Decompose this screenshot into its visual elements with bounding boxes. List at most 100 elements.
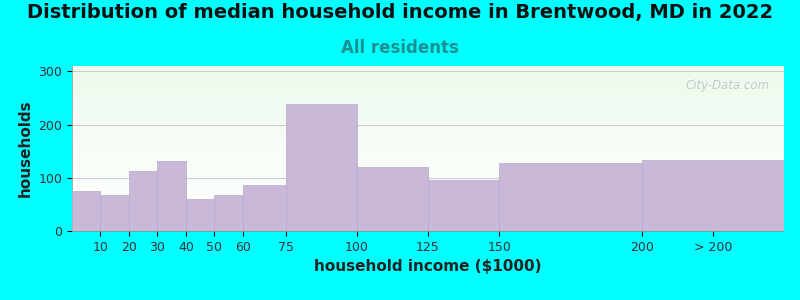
Bar [72, 173, 784, 175]
Bar [499, 163, 642, 231]
Bar [286, 104, 357, 231]
Bar [72, 147, 784, 148]
Bar [72, 155, 784, 157]
Bar [72, 66, 784, 68]
Bar [72, 165, 784, 167]
Bar [72, 130, 784, 132]
Bar [72, 154, 784, 155]
Y-axis label: households: households [18, 100, 33, 197]
Bar [72, 120, 784, 122]
Bar [72, 176, 784, 178]
Bar [72, 170, 784, 172]
Bar [72, 195, 784, 196]
Bar [72, 101, 784, 102]
Bar [72, 99, 784, 101]
Bar [72, 76, 784, 77]
Bar [72, 89, 784, 91]
Bar [72, 175, 784, 176]
Bar [186, 199, 214, 231]
Bar [72, 185, 784, 186]
Bar [72, 188, 784, 190]
Text: All residents: All residents [341, 39, 459, 57]
Bar [72, 208, 784, 209]
Bar [72, 152, 784, 154]
Bar [72, 190, 784, 191]
Bar [72, 219, 784, 221]
Bar [158, 161, 186, 231]
Bar [72, 213, 784, 214]
Bar [72, 97, 784, 99]
Bar [72, 167, 784, 168]
Bar [72, 221, 784, 223]
Bar [72, 163, 784, 165]
Bar [72, 223, 784, 224]
Bar [72, 172, 784, 173]
Bar [72, 82, 784, 84]
Bar [72, 186, 784, 188]
Bar [72, 119, 784, 120]
Bar [72, 218, 784, 220]
Bar [72, 142, 784, 144]
Text: Distribution of median household income in Brentwood, MD in 2022: Distribution of median household income … [27, 3, 773, 22]
Bar [72, 111, 784, 112]
Bar [72, 116, 784, 117]
Bar [428, 180, 499, 231]
Bar [72, 102, 784, 104]
Bar [72, 228, 784, 229]
Text: City-Data.com: City-Data.com [686, 79, 770, 92]
Bar [72, 132, 784, 134]
Bar [72, 209, 784, 211]
Bar [72, 139, 784, 140]
Bar [72, 71, 784, 73]
Bar [72, 180, 784, 182]
Bar [72, 135, 784, 137]
Bar [72, 137, 784, 139]
Bar [72, 125, 784, 127]
Bar [72, 106, 784, 107]
Bar [72, 205, 784, 206]
Bar [72, 74, 784, 76]
Bar [72, 84, 784, 86]
Bar [72, 122, 784, 124]
Bar [72, 88, 784, 89]
Bar [214, 195, 243, 231]
Bar [72, 134, 784, 135]
Bar [72, 200, 784, 201]
Bar [72, 201, 784, 203]
Bar [357, 167, 428, 231]
Bar [72, 214, 784, 216]
Bar [72, 107, 784, 109]
Bar [72, 104, 784, 106]
Bar [72, 86, 784, 88]
Bar [72, 160, 784, 162]
Bar [72, 196, 784, 198]
Bar [72, 183, 784, 185]
Bar [72, 129, 784, 130]
Bar [72, 112, 784, 114]
Bar [72, 206, 784, 208]
Bar [101, 195, 129, 231]
Bar [72, 127, 784, 129]
Bar [243, 185, 286, 231]
Bar [72, 157, 784, 158]
X-axis label: household income ($1000): household income ($1000) [314, 259, 542, 274]
Bar [72, 203, 784, 205]
Bar [72, 73, 784, 74]
Bar [72, 162, 784, 163]
Bar [72, 109, 784, 111]
Bar [72, 144, 784, 145]
Bar [72, 148, 784, 150]
Bar [72, 124, 784, 125]
Bar [72, 198, 784, 200]
Bar [72, 92, 784, 94]
Bar [72, 193, 784, 195]
Bar [72, 114, 784, 116]
Bar [72, 145, 784, 147]
Bar [72, 77, 784, 79]
Bar [72, 168, 784, 170]
Bar [129, 171, 158, 231]
Bar [72, 81, 784, 82]
Bar [72, 140, 784, 142]
Bar [72, 191, 101, 231]
Bar [72, 91, 784, 92]
